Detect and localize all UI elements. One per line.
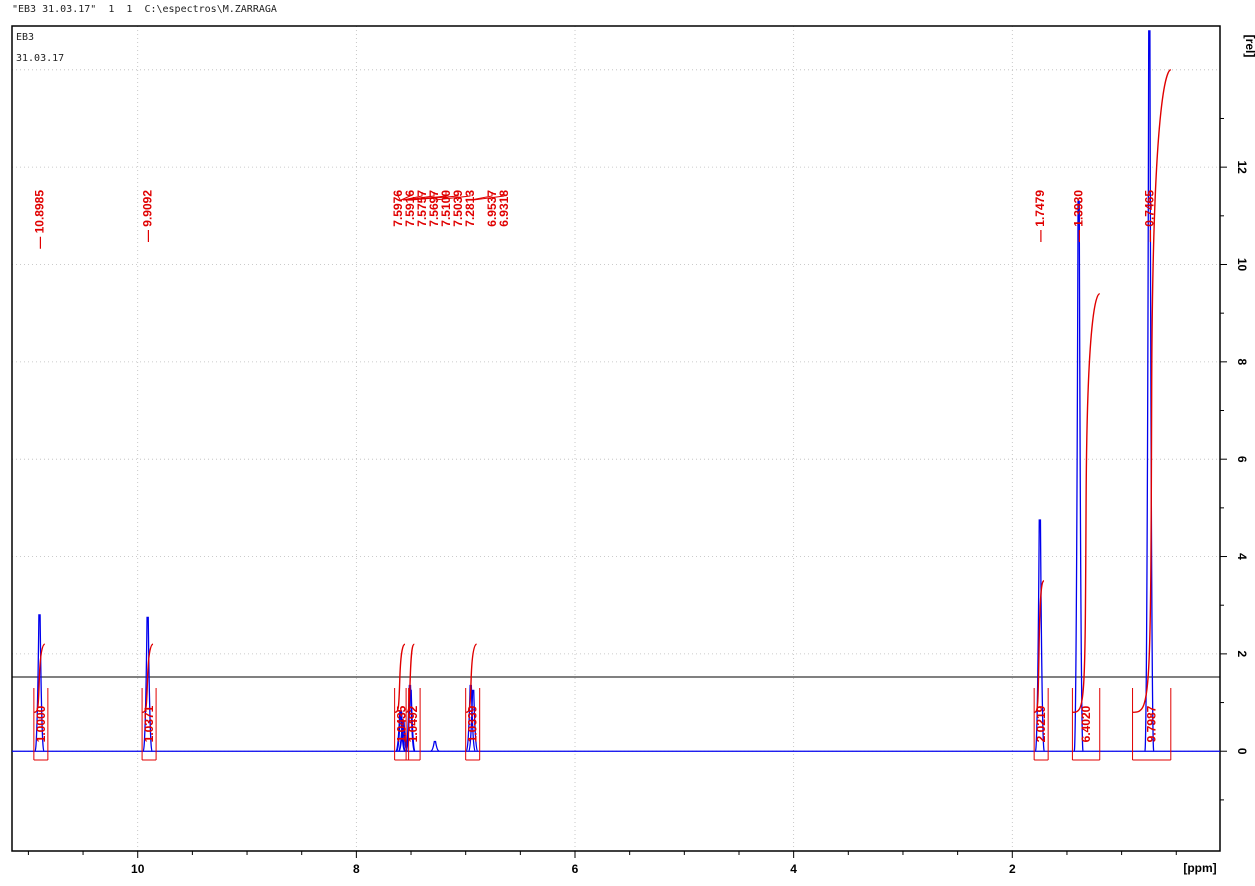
peak-label: — 10.8985 xyxy=(32,190,46,249)
spectrum-peak xyxy=(142,616,153,752)
x-tick-label: 6 xyxy=(572,862,579,876)
peak-label: 7.5976 xyxy=(391,190,405,227)
spectrum-peak xyxy=(1034,519,1045,752)
spectrum-peak xyxy=(468,689,479,752)
peak-label: — 9.9092 xyxy=(141,190,155,242)
integral-curve xyxy=(1132,69,1171,713)
spectrum-peak xyxy=(1073,200,1084,752)
integral-curve xyxy=(1034,580,1045,713)
y-tick-label: 12 xyxy=(1235,160,1249,174)
integral-value: 6.4020 xyxy=(1079,705,1093,742)
integral-bracket xyxy=(465,688,481,761)
peak-connector xyxy=(410,192,459,201)
x-tick-label: 10 xyxy=(131,862,145,876)
x-tick-label: 4 xyxy=(790,862,797,876)
integral-curves xyxy=(33,69,1171,713)
integral-value: 1.0435 xyxy=(395,705,409,742)
spectrum-peak xyxy=(34,614,45,752)
peak-connector xyxy=(473,192,505,201)
peak-label: 7.2813 xyxy=(463,190,477,227)
spectrum-peak xyxy=(405,689,416,752)
spectrum-header: "EB3 31.03.17" 1 1 C:\espectros\M.ZARRAG… xyxy=(12,4,277,15)
spectrum-peak xyxy=(1144,30,1155,752)
grid xyxy=(12,26,1220,851)
integral-curve xyxy=(141,643,154,713)
spectrum-layer xyxy=(12,30,1220,752)
integral-bracket xyxy=(141,688,157,761)
integral-bracket xyxy=(1033,688,1049,761)
peak-label: 7.5039 xyxy=(451,190,465,227)
axes: 10 8 6 4 2 0 2 4 6 8 10 12 xyxy=(27,117,1249,876)
peak-labels: — 10.8985— 9.9092 7.59767.59167.57577.569… xyxy=(32,190,1156,249)
peak-connector xyxy=(400,192,411,201)
peak-label: 6.9537 xyxy=(485,190,499,227)
integral-value: 9.7987 xyxy=(1145,705,1159,742)
integral-bracket xyxy=(33,688,49,761)
integral-value: 2.0219 xyxy=(1034,705,1048,742)
y-axis-label: [rel] xyxy=(1243,35,1255,58)
peak-label: — 0.7465 xyxy=(1142,190,1156,242)
y-tick-label: 0 xyxy=(1235,748,1249,755)
plot-frame xyxy=(11,25,1221,852)
sample-name: EB3 xyxy=(16,32,34,43)
spectrum-peak xyxy=(395,710,407,752)
integral-bracket xyxy=(1132,688,1172,761)
y-tick-label: 8 xyxy=(1235,358,1249,365)
peak-connector xyxy=(470,192,493,201)
integral-bracket xyxy=(1071,688,1101,761)
y-tick-label: 10 xyxy=(1235,258,1249,272)
integral-curve xyxy=(465,643,477,713)
integral-value: 1.0371 xyxy=(142,705,156,742)
spectrum-peak xyxy=(430,740,440,752)
integral-curve xyxy=(405,643,415,713)
peak-connector xyxy=(397,192,401,201)
y-tick-label: 6 xyxy=(1235,456,1249,463)
x-axis-label: [ppm] xyxy=(1183,861,1216,875)
x-tick-label: 8 xyxy=(353,862,360,876)
integral-curve xyxy=(394,643,406,713)
integral-value: 1.0339 xyxy=(466,705,480,742)
x-tick-label: 2 xyxy=(1009,862,1016,876)
integral-value: 1.0000 xyxy=(34,705,48,742)
peak-connector xyxy=(434,192,471,201)
y-tick-label: 2 xyxy=(1235,651,1249,658)
peak-connector xyxy=(403,192,435,201)
integral-curve xyxy=(1072,292,1100,713)
peak-label: 6.9318 xyxy=(497,190,511,227)
peak-label: 7.5697 xyxy=(427,190,441,227)
peak-label: — 1.7479 xyxy=(1033,190,1047,242)
integral-value: 1.0492 xyxy=(406,705,420,742)
y-tick-label: 4 xyxy=(1235,553,1249,560)
peak-label: — 1.3930 xyxy=(1072,190,1086,242)
sample-date: 31.03.17 xyxy=(16,53,64,64)
integral-bracket xyxy=(405,688,421,761)
integral-curve xyxy=(33,643,46,713)
peak-connector xyxy=(402,192,423,201)
